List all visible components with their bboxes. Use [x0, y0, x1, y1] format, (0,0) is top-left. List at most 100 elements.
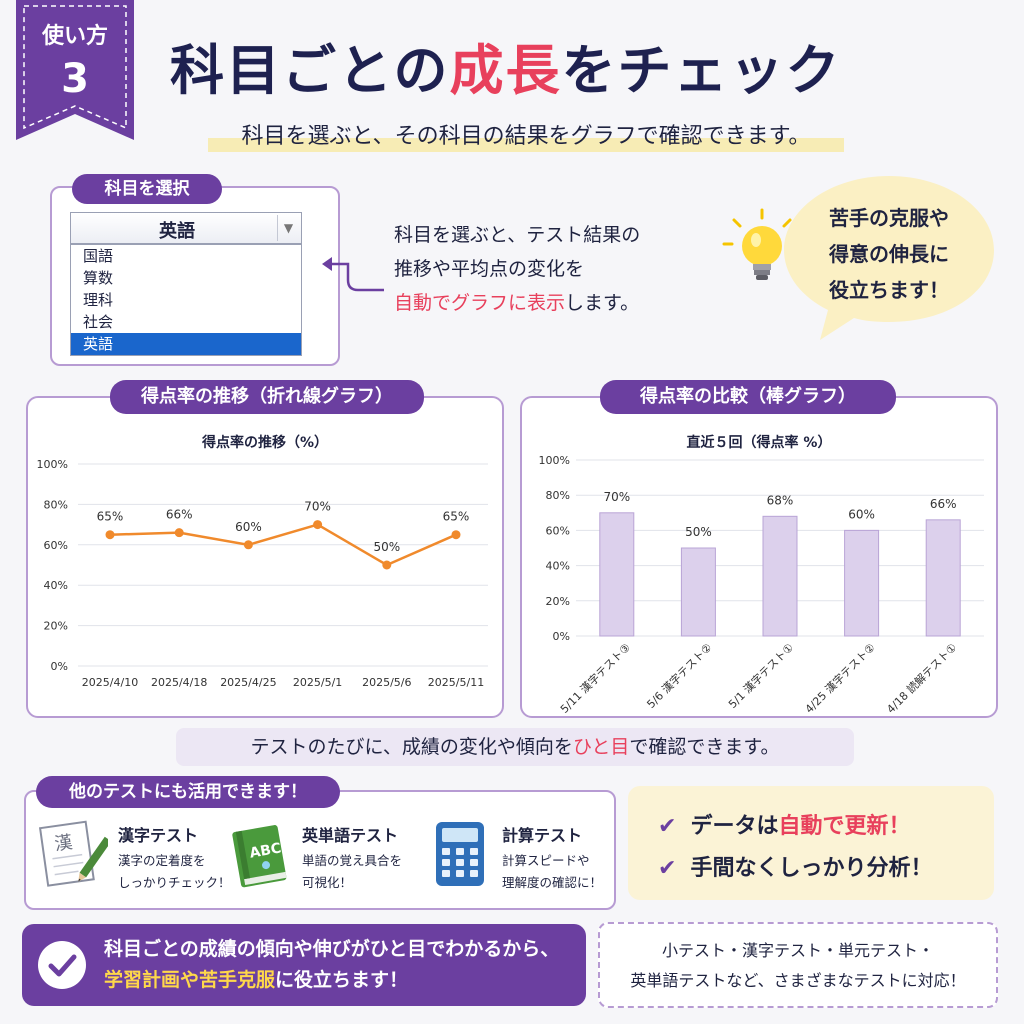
data-label: 66%: [166, 508, 193, 522]
book-icon-text: ABC: [248, 840, 282, 861]
test-item-name: 英単語テスト: [302, 826, 399, 845]
data-label: 60%: [235, 520, 262, 534]
x-tick-label: 2025/5/6: [362, 676, 411, 689]
dropdown-option[interactable]: 国語: [83, 247, 114, 265]
test-item-desc: 漢字の定着度を しっかりチェック！: [118, 853, 231, 890]
data-point: [174, 528, 184, 538]
x-tick-label: 2025/4/18: [151, 676, 207, 689]
x-tick-label: 4/25 漢字テスト②: [802, 640, 878, 716]
kanji-icon-text: 漢: [53, 832, 74, 855]
y-tick-label: 100%: [539, 454, 570, 467]
calculator-icon: [436, 822, 484, 886]
summary-text: 科目ごとの成績の傾向や伸びがひと目でわかるから、 学習計画や苦手克服に役立ちます…: [104, 938, 560, 991]
line-chart: 0% 20% 40% 60% 80% 100% 2025/4/10 2025/4/18 2025…: [37, 458, 488, 689]
x-tick-label: 5/1 漢字テスト①: [725, 640, 796, 711]
dropdown-option-list: 国語 算数 理科 社会 英語: [70, 244, 302, 356]
y-tick-label: 20%: [546, 595, 570, 608]
other-tests-label: 他のテストにも活用できます！: [36, 776, 340, 808]
y-tick-label: 0%: [553, 630, 570, 643]
x-tick-label: 5/6 漢字テスト②: [644, 640, 715, 711]
x-tick-label: 2025/4/25: [220, 676, 276, 689]
y-tick-label: 20%: [44, 620, 68, 633]
bar: [762, 515, 798, 637]
bar: [599, 512, 635, 637]
step-badge: 使い方 3: [16, 0, 134, 140]
badge-number: 3: [61, 56, 89, 102]
data-label: 70%: [304, 500, 331, 514]
check-icon: ✔: [658, 814, 677, 839]
check-icon: ✔: [658, 856, 677, 881]
dropdown-option[interactable]: 算数: [83, 269, 114, 287]
line-chart-title: 得点率の推移（%）: [201, 435, 329, 451]
other-tests-panel: [24, 790, 616, 910]
y-tick-label: 80%: [44, 498, 68, 511]
bar-chart-panel: 直近５回（得点率 %） 0% 20% 40% 60% 80% 100% 70% 5/11 漢字…: [520, 396, 998, 718]
y-tick-label: 40%: [44, 579, 68, 592]
dropdown-option-selected[interactable]: 英語: [71, 333, 301, 355]
line-chart-panel: 得点率の推移（%） 0% 20% 40% 60% 80% 100% 2025/4/10 202…: [26, 396, 504, 718]
data-label: 70%: [603, 490, 630, 504]
data-point: [105, 530, 115, 540]
bar-chart-label: 得点率の比較（棒グラフ）: [600, 380, 896, 414]
data-point: [382, 560, 392, 570]
summary-banner: 科目ごとの成績の傾向や伸びがひと目でわかるから、 学習計画や苦手克服に役立ちます…: [22, 924, 586, 1006]
info-strip: テストのたびに、成績の変化や傾向をひと目で確認できます。: [176, 728, 854, 766]
x-tick-label: 4/18 読解テスト①: [884, 640, 960, 716]
chevron-down-icon[interactable]: ▼: [277, 215, 299, 241]
data-point: [313, 520, 323, 530]
data-label: 65%: [97, 510, 124, 524]
book-icon: ABC: [232, 825, 287, 888]
auto-update-box: ✔ データは自動で更新！ ✔ 手間なくしっかり分析！: [628, 786, 994, 900]
bar-chart-title: 直近５回（得点率 %）: [686, 435, 832, 451]
line-chart-label: 得点率の推移（折れ線グラフ）: [110, 380, 424, 414]
x-tick-label: 2025/5/1: [293, 676, 342, 689]
supported-tests-note: 小テスト・漢字テスト・単元テスト・ 英単語テストなど、さまざまなテストに対応！: [598, 922, 998, 1008]
test-item-name: 計算テスト: [502, 826, 583, 845]
x-tick-label: 2025/4/10: [82, 676, 138, 689]
test-item-kanji: 漢 漢字テスト 漢字の定着度を しっかりチェック！: [36, 818, 231, 894]
bar-chart: 0% 20% 40% 60% 80% 100% 70% 5/11 漢字テスト③ 50% 5/6 漢…: [539, 454, 984, 716]
badge-label: 使い方: [41, 24, 108, 49]
bar: [680, 547, 716, 637]
check-circle-icon: [38, 941, 86, 989]
update-row: ✔ データは自動で更新！: [658, 814, 911, 839]
y-tick-label: 80%: [546, 489, 570, 502]
dropdown-option[interactable]: 理科: [83, 291, 114, 309]
selector-description: 科目を選ぶと、テスト結果の 推移や平均点の変化を 自動でグラフに表示します。: [394, 224, 641, 314]
speech-bubble: 苦手の克服や 得意の伸長に 役立ちます！: [778, 170, 1000, 346]
y-tick-label: 60%: [546, 524, 570, 537]
x-tick-label: 5/11 漢字テスト③: [557, 640, 633, 716]
y-tick-label: 40%: [546, 560, 570, 573]
series-line: [109, 523, 457, 567]
subtitle: 科目を選ぶと、その科目の結果をグラフで確認できます。: [241, 124, 811, 149]
page-title: 科目ごとの成長をチェック: [170, 39, 842, 102]
kanji-worksheet-icon: 漢: [38, 820, 112, 887]
data-point: [451, 530, 461, 540]
subtitle-highlight: [208, 138, 844, 152]
bar: [844, 529, 880, 637]
subtitle-block: 科目を選ぶと、その科目の結果をグラフで確認できます。: [208, 114, 844, 154]
test-item-desc: 計算スピードや 理解度の確認に！: [502, 853, 603, 890]
data-label: 60%: [848, 507, 875, 521]
data-label: 50%: [685, 525, 712, 539]
y-tick-label: 100%: [37, 458, 68, 471]
data-label: 50%: [373, 540, 400, 554]
test-item-vocab: ABC 英単語テスト 単語の覚え具合を 可視化！: [226, 818, 402, 894]
test-item-calc: 計算テスト 計算スピードや 理解度の確認に！: [428, 818, 602, 894]
update-row: ✔ 手間なくしっかり分析！: [658, 856, 933, 881]
pointer-arrow-icon: [322, 257, 384, 292]
y-tick-label: 60%: [44, 539, 68, 552]
x-tick-label: 2025/5/11: [428, 676, 484, 689]
subject-dropdown[interactable]: 英語 ▼: [70, 212, 302, 244]
y-tick-label: 0%: [51, 660, 68, 673]
data-label: 65%: [443, 510, 470, 524]
bar: [925, 519, 961, 637]
test-item-name: 漢字テスト: [118, 826, 199, 845]
data-label: 68%: [767, 493, 794, 507]
dropdown-selected-value: 英語: [159, 221, 195, 242]
lightbulb-icon: [722, 208, 802, 280]
data-point: [243, 540, 253, 550]
test-item-desc: 単語の覚え具合を 可視化！: [302, 853, 403, 890]
data-label: 66%: [930, 497, 957, 511]
dropdown-option[interactable]: 社会: [83, 313, 114, 331]
